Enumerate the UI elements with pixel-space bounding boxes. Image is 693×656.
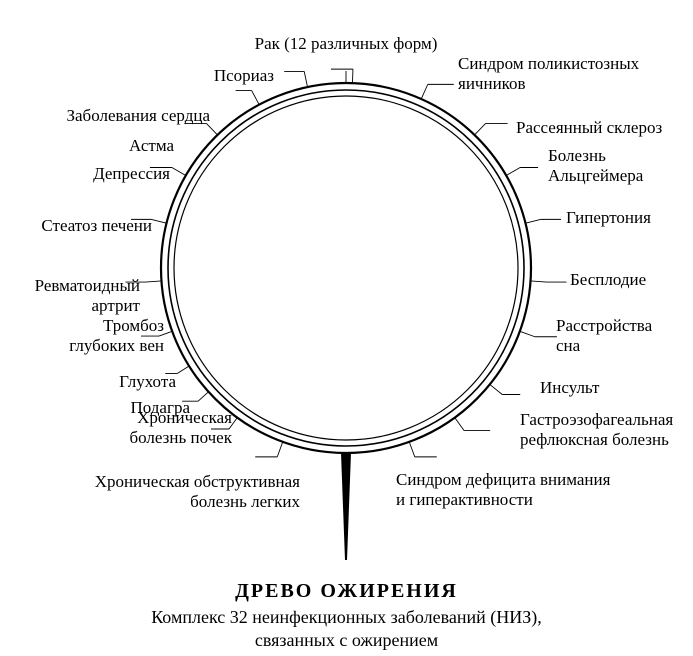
disease-label: Подагра [131,398,191,418]
disease-label: Расстройства сна [556,316,652,355]
disease-label: Заболевания сердца [67,106,211,126]
leader-radial [172,168,186,176]
leader-radial [277,442,282,457]
leader-radial [151,219,167,223]
disease-label: Гипертония [566,208,651,228]
disease-label: Инсульт [540,378,599,398]
disease-label: Ревматоидный артрит [35,276,140,315]
leader-radial [145,281,161,282]
tree-stem [341,453,351,560]
disease-label: Синдром дефицита внимания и гиперактивно… [396,470,610,509]
disease-label: Стеатоз печени [41,216,152,236]
disease-label: Тромбоз глубоких вен [69,316,164,355]
caption-title: ДРЕВО ОЖИРЕНИЯ [235,580,458,603]
leader-radial [526,219,542,223]
disease-label: Синдром поликистозных яичников [458,54,639,93]
disease-label: Бесплодие [570,270,646,290]
leader-radial [490,384,502,394]
disease-label: Астма [129,136,174,156]
disease-label: Депрессия [93,164,170,184]
leader-radial [177,366,189,373]
diagram-stage: Рак (12 различных форм) Синдром поликисто… [0,0,693,656]
leader-radial [506,168,520,176]
leader-radial [421,84,428,99]
disease-label: Псориаз [214,66,274,86]
leader-radial [531,281,547,282]
ring [174,96,518,440]
leader-radial [409,442,414,457]
disease-label: Рак (12 различных форм) [255,34,438,54]
ring [168,90,524,446]
disease-label: Болезнь Альцгеймера [548,146,643,185]
leader-radial [198,392,208,401]
leader-radial [304,71,307,87]
disease-label: Глухота [119,372,176,392]
disease-label: Хроническая обструктивная болезнь легких [95,472,300,511]
leader-radial [475,123,486,135]
disease-label: Рассеянный склероз [516,118,662,138]
leader-radial [252,91,260,105]
ring [161,83,531,453]
leader-radial [455,418,464,431]
leader-radial [520,331,535,336]
disease-label: Гастроэзофагеальная рефлюксная болезнь [520,410,673,449]
caption-subtitle: Комплекс 32 неинфекционных заболеваний (… [151,606,542,653]
